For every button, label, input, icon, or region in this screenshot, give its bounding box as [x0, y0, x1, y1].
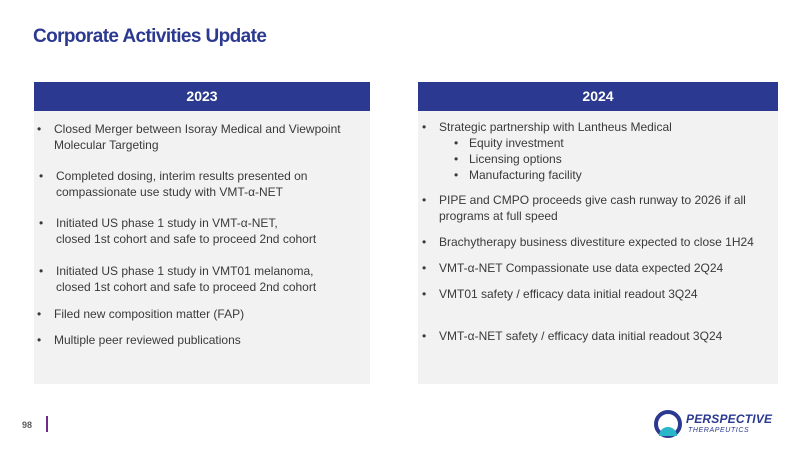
page-number: 98 — [22, 420, 33, 430]
list-item: VMT01 safety / efficacy data initial rea… — [422, 286, 698, 302]
panel-2024: 2024 Strategic partnership with Lantheus… — [418, 82, 778, 384]
list-item: Completed dosing, interim results presen… — [39, 168, 308, 200]
panel-2024-header: 2024 — [418, 82, 778, 111]
list-item: Closed Merger between Isoray Medical and… — [37, 121, 341, 153]
sub-list-item: Manufacturing facility — [454, 167, 582, 183]
panel-2023-header: 2023 — [34, 82, 370, 111]
logo-mark-icon — [654, 410, 682, 438]
list-item: Strategic partnership with Lantheus Medi… — [422, 119, 672, 135]
panel-2023: 2023 Closed Merger between Isoray Medica… — [34, 82, 370, 384]
list-item: Multiple peer reviewed publications — [37, 332, 241, 348]
sub-list-item: Equity investment — [454, 135, 564, 151]
logo-subtitle: THERAPEUTICS — [688, 427, 750, 434]
list-item: Filed new composition matter (FAP) — [37, 306, 244, 322]
list-item: Initiated US phase 1 study in VMT01 mela… — [39, 263, 316, 295]
company-logo: PERSPECTIVE THERAPEUTICS — [654, 408, 774, 440]
list-item: VMT-α-NET safety / efficacy data initial… — [422, 328, 722, 344]
list-item: Brachytherapy business divestiture expec… — [422, 234, 754, 250]
slide-title: Corporate Activities Update — [33, 26, 267, 47]
list-item: PIPE and CMPO proceeds give cash runway … — [422, 192, 746, 224]
list-item: Initiated US phase 1 study in VMT-α-NET,… — [39, 215, 316, 247]
list-item: VMT-α-NET Compassionate use data expecte… — [422, 260, 723, 276]
sub-list-item: Licensing options — [454, 151, 562, 167]
footer-divider — [46, 416, 48, 432]
logo-name: PERSPECTIVE — [686, 412, 773, 426]
